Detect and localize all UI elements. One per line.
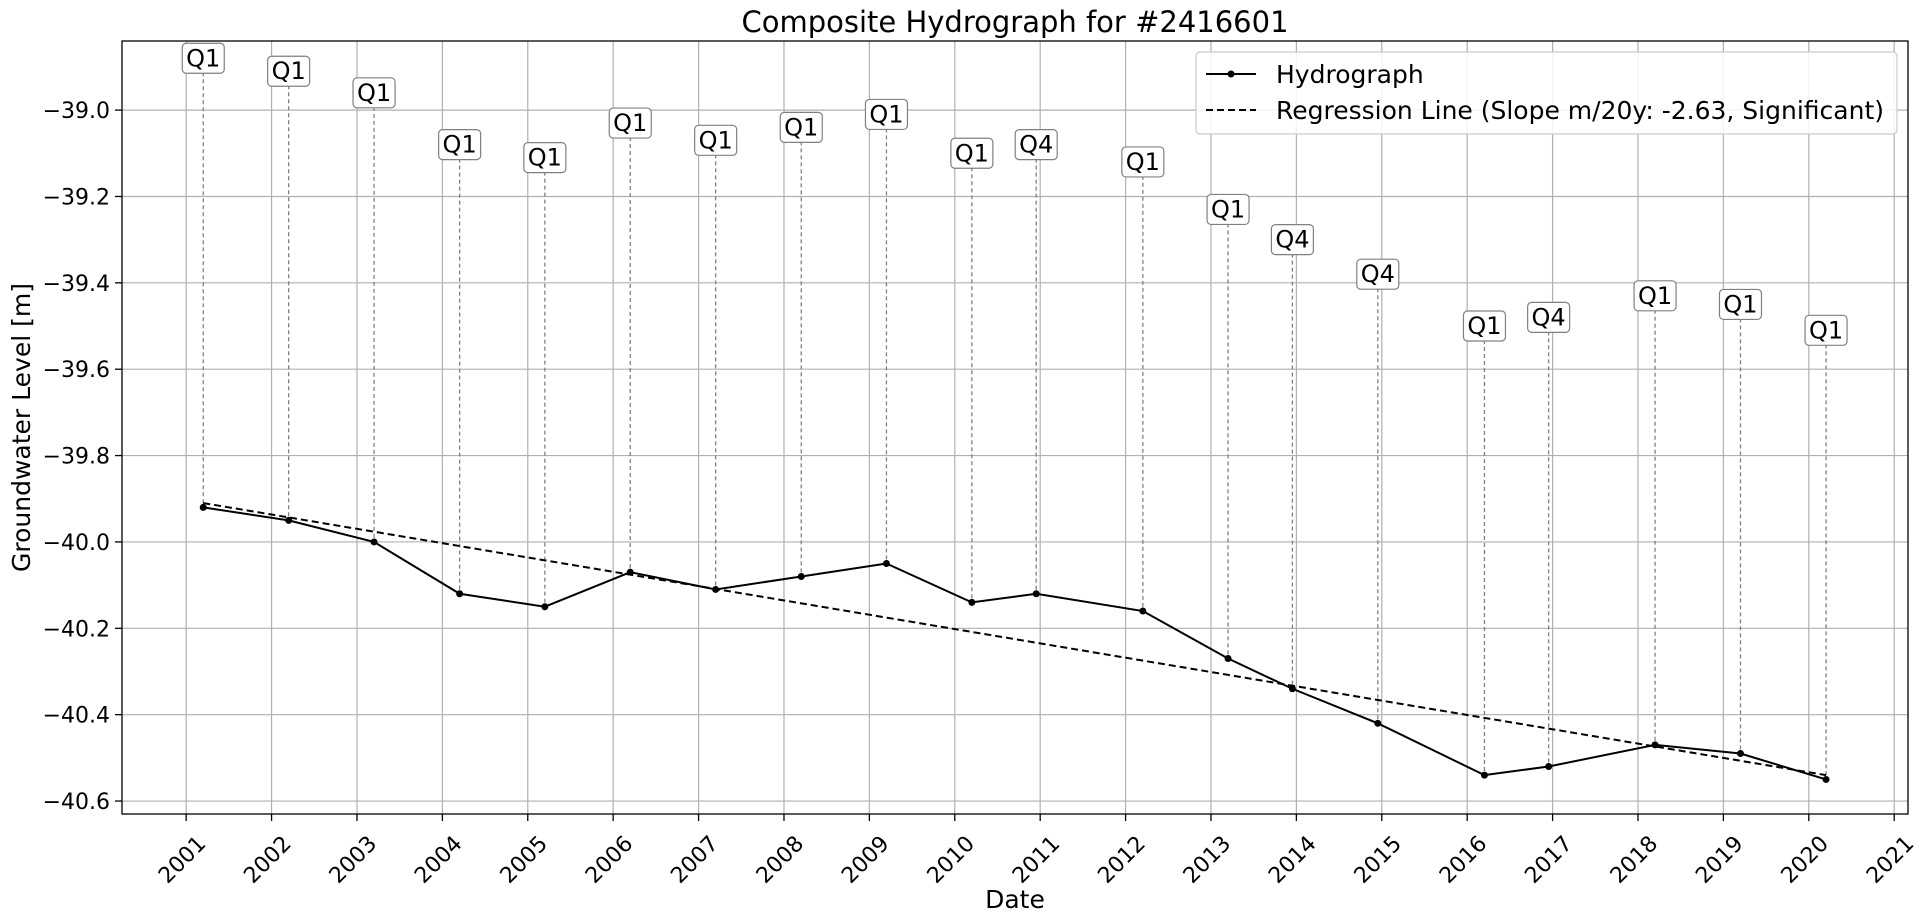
annotation-box: [1206, 193, 1250, 226]
annotation-box: [438, 129, 482, 161]
hydrograph-point: [1032, 590, 1040, 598]
y-tick-label: −40.2: [43, 617, 110, 642]
y-tick-label: −39.4: [43, 272, 110, 297]
annotation-box: [1804, 314, 1848, 346]
annotation-label: Q4: [1361, 260, 1395, 288]
hydrograph-point: [541, 603, 549, 611]
annotation-label: Q4: [1532, 303, 1566, 331]
hydrograph-point: [1374, 719, 1382, 727]
hydrograph-point: [1139, 607, 1147, 615]
chart-title: Composite Hydrograph for #2416601: [741, 5, 1288, 39]
annotation-label: Q1: [699, 126, 733, 154]
legend: Hydrograph Regression Line (Slope m/20y:…: [1195, 51, 1898, 135]
annotation-label: Q1: [869, 100, 903, 128]
grid: [122, 41, 1908, 814]
y-axis-label: Groundwater Level [m]: [7, 283, 36, 572]
annotation-box: [1718, 288, 1763, 321]
hydrograph-point: [1545, 762, 1553, 770]
annotation-box: [779, 111, 823, 143]
y-tick-label: −39.8: [43, 445, 110, 470]
hydrograph-point: [797, 572, 805, 580]
annotation-label: Q1: [1638, 282, 1672, 310]
hydrograph-point: [626, 568, 634, 576]
annotation-label: Q1: [1211, 195, 1245, 223]
annotation-label: Q1: [272, 57, 306, 85]
hydrograph-point: [1736, 750, 1744, 758]
annotation-label: Q1: [357, 79, 391, 107]
annotation-label: Q1: [955, 139, 989, 167]
annotation-label: Q1: [613, 109, 647, 137]
annotation-label: Q1: [1467, 312, 1501, 340]
annotation-label: Q1: [1723, 290, 1757, 318]
annotation-guides: [202, 72, 1827, 780]
y-tick-label: −40.6: [43, 790, 110, 815]
annotation-box: [181, 42, 225, 74]
annotation-label: Q4: [1019, 131, 1053, 159]
annotation-box: [608, 107, 652, 139]
hydrograph-point: [199, 503, 207, 511]
hydrograph-point: [456, 590, 464, 598]
annotation-box: [1356, 258, 1400, 290]
hydrograph-point: [882, 560, 890, 568]
annotation-box: [352, 77, 396, 109]
annotation-label: Q1: [784, 113, 818, 141]
y-tick-label: −39.6: [43, 358, 110, 383]
hydrograph-point: [1651, 741, 1659, 749]
annotation-label: Q1: [443, 131, 477, 159]
annotation-box: [1270, 224, 1315, 256]
y-tick-label: −39.0: [43, 99, 110, 124]
hydrograph-point: [968, 598, 976, 606]
series-layer: [199, 502, 1830, 783]
annotation-box: [950, 137, 994, 169]
legend-label-regression: Regression Line (Slope m/20y: -2.63, Sig…: [1276, 96, 1884, 125]
hydrograph-line: [203, 506, 1827, 781]
x-axis-label: Date: [985, 885, 1045, 914]
annotation-box: [1633, 280, 1677, 312]
y-tick-label: −40.0: [43, 531, 110, 556]
legend-marker-hydrograph: [1227, 70, 1235, 78]
y-axis-ticks: −39.0 −39.2 −39.4 −39.6 −39.8 −40.0 −40.2 −40.4…: [43, 99, 122, 815]
annotation-box: [864, 98, 909, 131]
annotation-label: Q1: [1126, 148, 1160, 176]
annotations: Q1 Q1 Q1 Q1 Q1 Q1 Q1 Q1 Q1 Q1 Q4 Q1 Q1 Q4 Q4 Q1 Q4 Q1 Q1 Q1: [181, 42, 1848, 346]
hydrograph-point: [1822, 775, 1830, 783]
annotation-box: [523, 141, 567, 174]
hydrograph-point: [370, 538, 378, 546]
y-tick-label: −39.2: [43, 185, 110, 210]
annotation-box: [1014, 129, 1058, 161]
hydrograph-point: [712, 585, 720, 593]
annotation-label: Q4: [1275, 226, 1309, 254]
legend-label-hydrograph: Hydrograph: [1276, 60, 1424, 89]
annotation-label: Q1: [186, 44, 220, 72]
annotation-box: [267, 55, 311, 87]
y-tick-label: −40.4: [43, 704, 110, 729]
annotation-label: Q1: [1809, 316, 1843, 344]
hydrograph-point: [285, 516, 293, 524]
hydrograph-point: [1224, 655, 1232, 663]
plot-frame: [121, 40, 1909, 815]
annotation-label: Q1: [528, 144, 562, 172]
annotation-box: [694, 124, 738, 156]
legend-box: [1195, 51, 1898, 135]
annotation-box: [1462, 310, 1507, 342]
hydrograph-point: [1480, 771, 1488, 779]
hydrograph-point: [1288, 685, 1296, 693]
annotation-box: [1527, 301, 1571, 333]
annotation-box: [1121, 146, 1165, 178]
